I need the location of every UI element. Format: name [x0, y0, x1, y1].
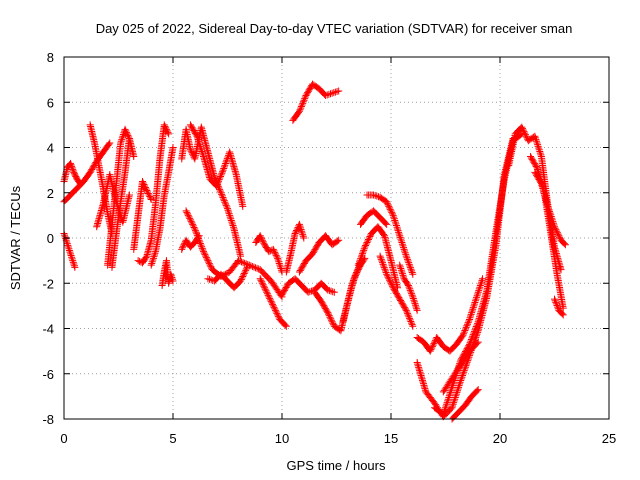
data-series-trace-33 — [431, 130, 526, 418]
y-tick-label: -2 — [42, 276, 54, 291]
x-tick-label: 5 — [169, 431, 176, 446]
data-marker-trace — [356, 207, 391, 228]
x-axis-label: GPS time / hours — [287, 458, 386, 473]
y-tick-label: 4 — [47, 141, 54, 156]
data-series-trace-28 — [356, 207, 391, 228]
y-tick-label: 6 — [47, 95, 54, 110]
data-marker-trace — [289, 80, 343, 124]
data-series-trace-18 — [252, 232, 286, 276]
chart-title: Day 025 of 2022, Sidereal Day-to-day VTE… — [96, 21, 573, 36]
data-series-trace-24 — [311, 259, 364, 335]
data-series-trace-38 — [531, 168, 569, 249]
y-tick-label: 0 — [47, 231, 54, 246]
data-series-trace-20 — [278, 275, 338, 299]
y-axis-ticks: -8 -6 -4 -2 0 2 4 6 8 — [42, 50, 609, 427]
data-marker-trace — [311, 259, 364, 335]
y-tick-label: -4 — [42, 322, 54, 337]
data-series-trace-9 — [134, 121, 173, 267]
data-marker-trace — [178, 123, 245, 260]
data-series-trace-16 — [204, 263, 251, 292]
data-series-trace-11 — [158, 257, 177, 290]
data-series-trace-34 — [439, 338, 482, 396]
data-series-trace-26 — [354, 223, 402, 292]
data-series-trace-8 — [130, 177, 155, 253]
data-marker-trace — [431, 130, 526, 418]
y-tick-label: -6 — [42, 367, 54, 382]
data-marker-trace — [551, 295, 567, 319]
data-marker-trace — [158, 257, 177, 290]
data-marker-trace — [505, 123, 565, 274]
data-series-trace-23 — [289, 80, 343, 124]
data-series-trace-15 — [186, 121, 247, 210]
data-marker-trace — [278, 275, 338, 299]
data-series-trace-31 — [413, 275, 487, 355]
y-tick-label: 8 — [47, 50, 54, 65]
data-series-trace-36 — [505, 123, 565, 274]
y-tick-label: -8 — [42, 412, 54, 427]
data-marker-trace — [186, 121, 247, 210]
data-series-trace-27 — [363, 191, 417, 278]
x-tick-label: 0 — [60, 431, 67, 446]
data-series-trace-29 — [376, 252, 417, 330]
x-tick-label: 25 — [602, 431, 616, 446]
x-axis-ticks: 0 5 10 15 20 25 — [60, 57, 616, 446]
x-tick-label: 15 — [384, 431, 398, 446]
data-series-trace-17 — [234, 257, 286, 301]
data-series-trace-32 — [413, 134, 517, 421]
y-tick-label: 2 — [47, 186, 54, 201]
data-series-trace-25 — [339, 254, 369, 326]
data-series — [60, 80, 569, 423]
data-marker-trace — [339, 254, 369, 326]
data-series-trace-7 — [108, 134, 133, 271]
y-axis-label: SDTVAR / TECUs — [8, 185, 23, 290]
data-series-trace-39 — [551, 295, 567, 319]
data-series-trace-12 — [178, 123, 245, 260]
x-tick-label: 10 — [275, 431, 289, 446]
data-series-trace-21 — [282, 220, 308, 276]
data-marker-trace — [413, 134, 517, 421]
data-marker-trace — [60, 229, 79, 271]
data-marker-trace — [354, 223, 402, 292]
data-series-trace-10 — [147, 144, 177, 269]
data-series-trace-2 — [60, 229, 79, 271]
x-tick-label: 20 — [493, 431, 507, 446]
grid-lines — [64, 57, 609, 419]
data-series-trace-22 — [295, 232, 343, 276]
data-series-trace-30 — [396, 261, 421, 314]
data-series-trace-19 — [256, 275, 290, 330]
